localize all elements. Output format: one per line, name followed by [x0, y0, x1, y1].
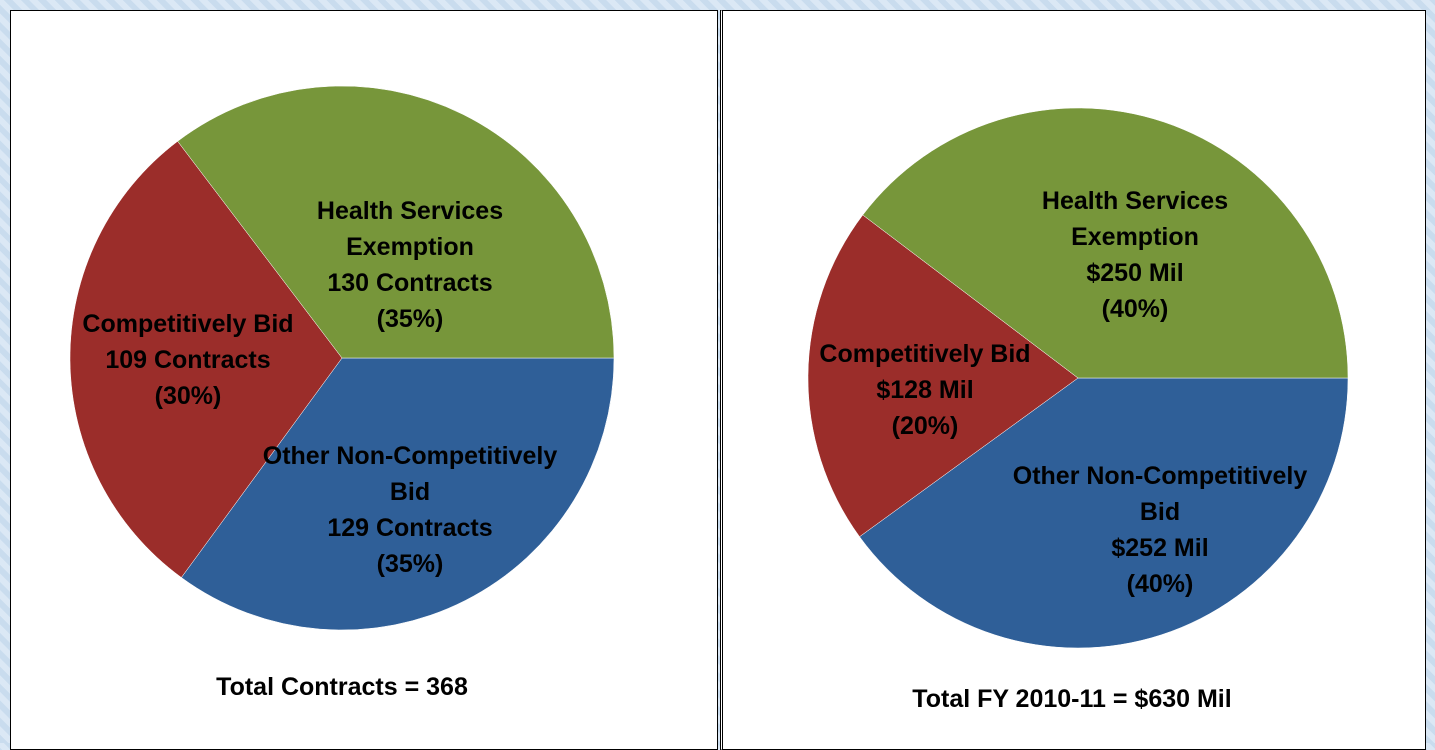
slice-value: $250 Mil: [1086, 259, 1184, 287]
pie-slice: [862, 107, 1349, 379]
slice-share: (30%): [154, 382, 222, 410]
slice-share: (40%): [1126, 570, 1194, 598]
pie-slice: [859, 377, 1349, 649]
slice-name: Other Non-Competitively Bid: [1012, 462, 1308, 526]
slice-share: (35%): [376, 550, 444, 578]
slice-label: Other Non-Competitively Bid 129 Contracts…: [260, 438, 560, 582]
slice-label: Other Non-Competitively Bid $252 Mil (40%): [1010, 458, 1310, 602]
slice-label: Health Services Exemption 130 Contracts (3…: [260, 193, 560, 337]
chart-caption: Total FY 2010-11 = $630 Mil: [912, 685, 1232, 713]
slice-value: 129 Contracts: [327, 514, 493, 542]
pie-slice: [807, 214, 1079, 538]
slice-name: Health Services Exemption: [316, 197, 504, 261]
slice-label: Competitively Bid $128 Mil (20%): [810, 336, 1040, 444]
slice-value: $128 Mil: [876, 376, 974, 404]
pie-slice: [69, 140, 343, 578]
slice-name: Competitively Bid: [819, 340, 1031, 368]
slice-value: $252 Mil: [1111, 534, 1209, 562]
slice-value: 130 Contracts: [327, 269, 493, 297]
slice-share: (20%): [891, 412, 959, 440]
slice-share: (40%): [1101, 295, 1169, 323]
slice-share: (35%): [376, 305, 444, 333]
pie-slice: [181, 357, 615, 631]
slice-label: Health Services Exemption $250 Mil (40%): [985, 183, 1285, 327]
slice-name: Other Non-Competitively Bid: [262, 442, 558, 506]
pie-slice: [177, 85, 615, 359]
slice-value: 109 Contracts: [105, 346, 271, 374]
slice-name: Health Services Exemption: [1041, 187, 1229, 251]
slice-label: Competitively Bid 109 Contracts (30%): [73, 306, 303, 414]
slice-name: Competitively Bid: [82, 310, 294, 338]
chart-caption: Total Contracts = 368: [216, 673, 468, 701]
